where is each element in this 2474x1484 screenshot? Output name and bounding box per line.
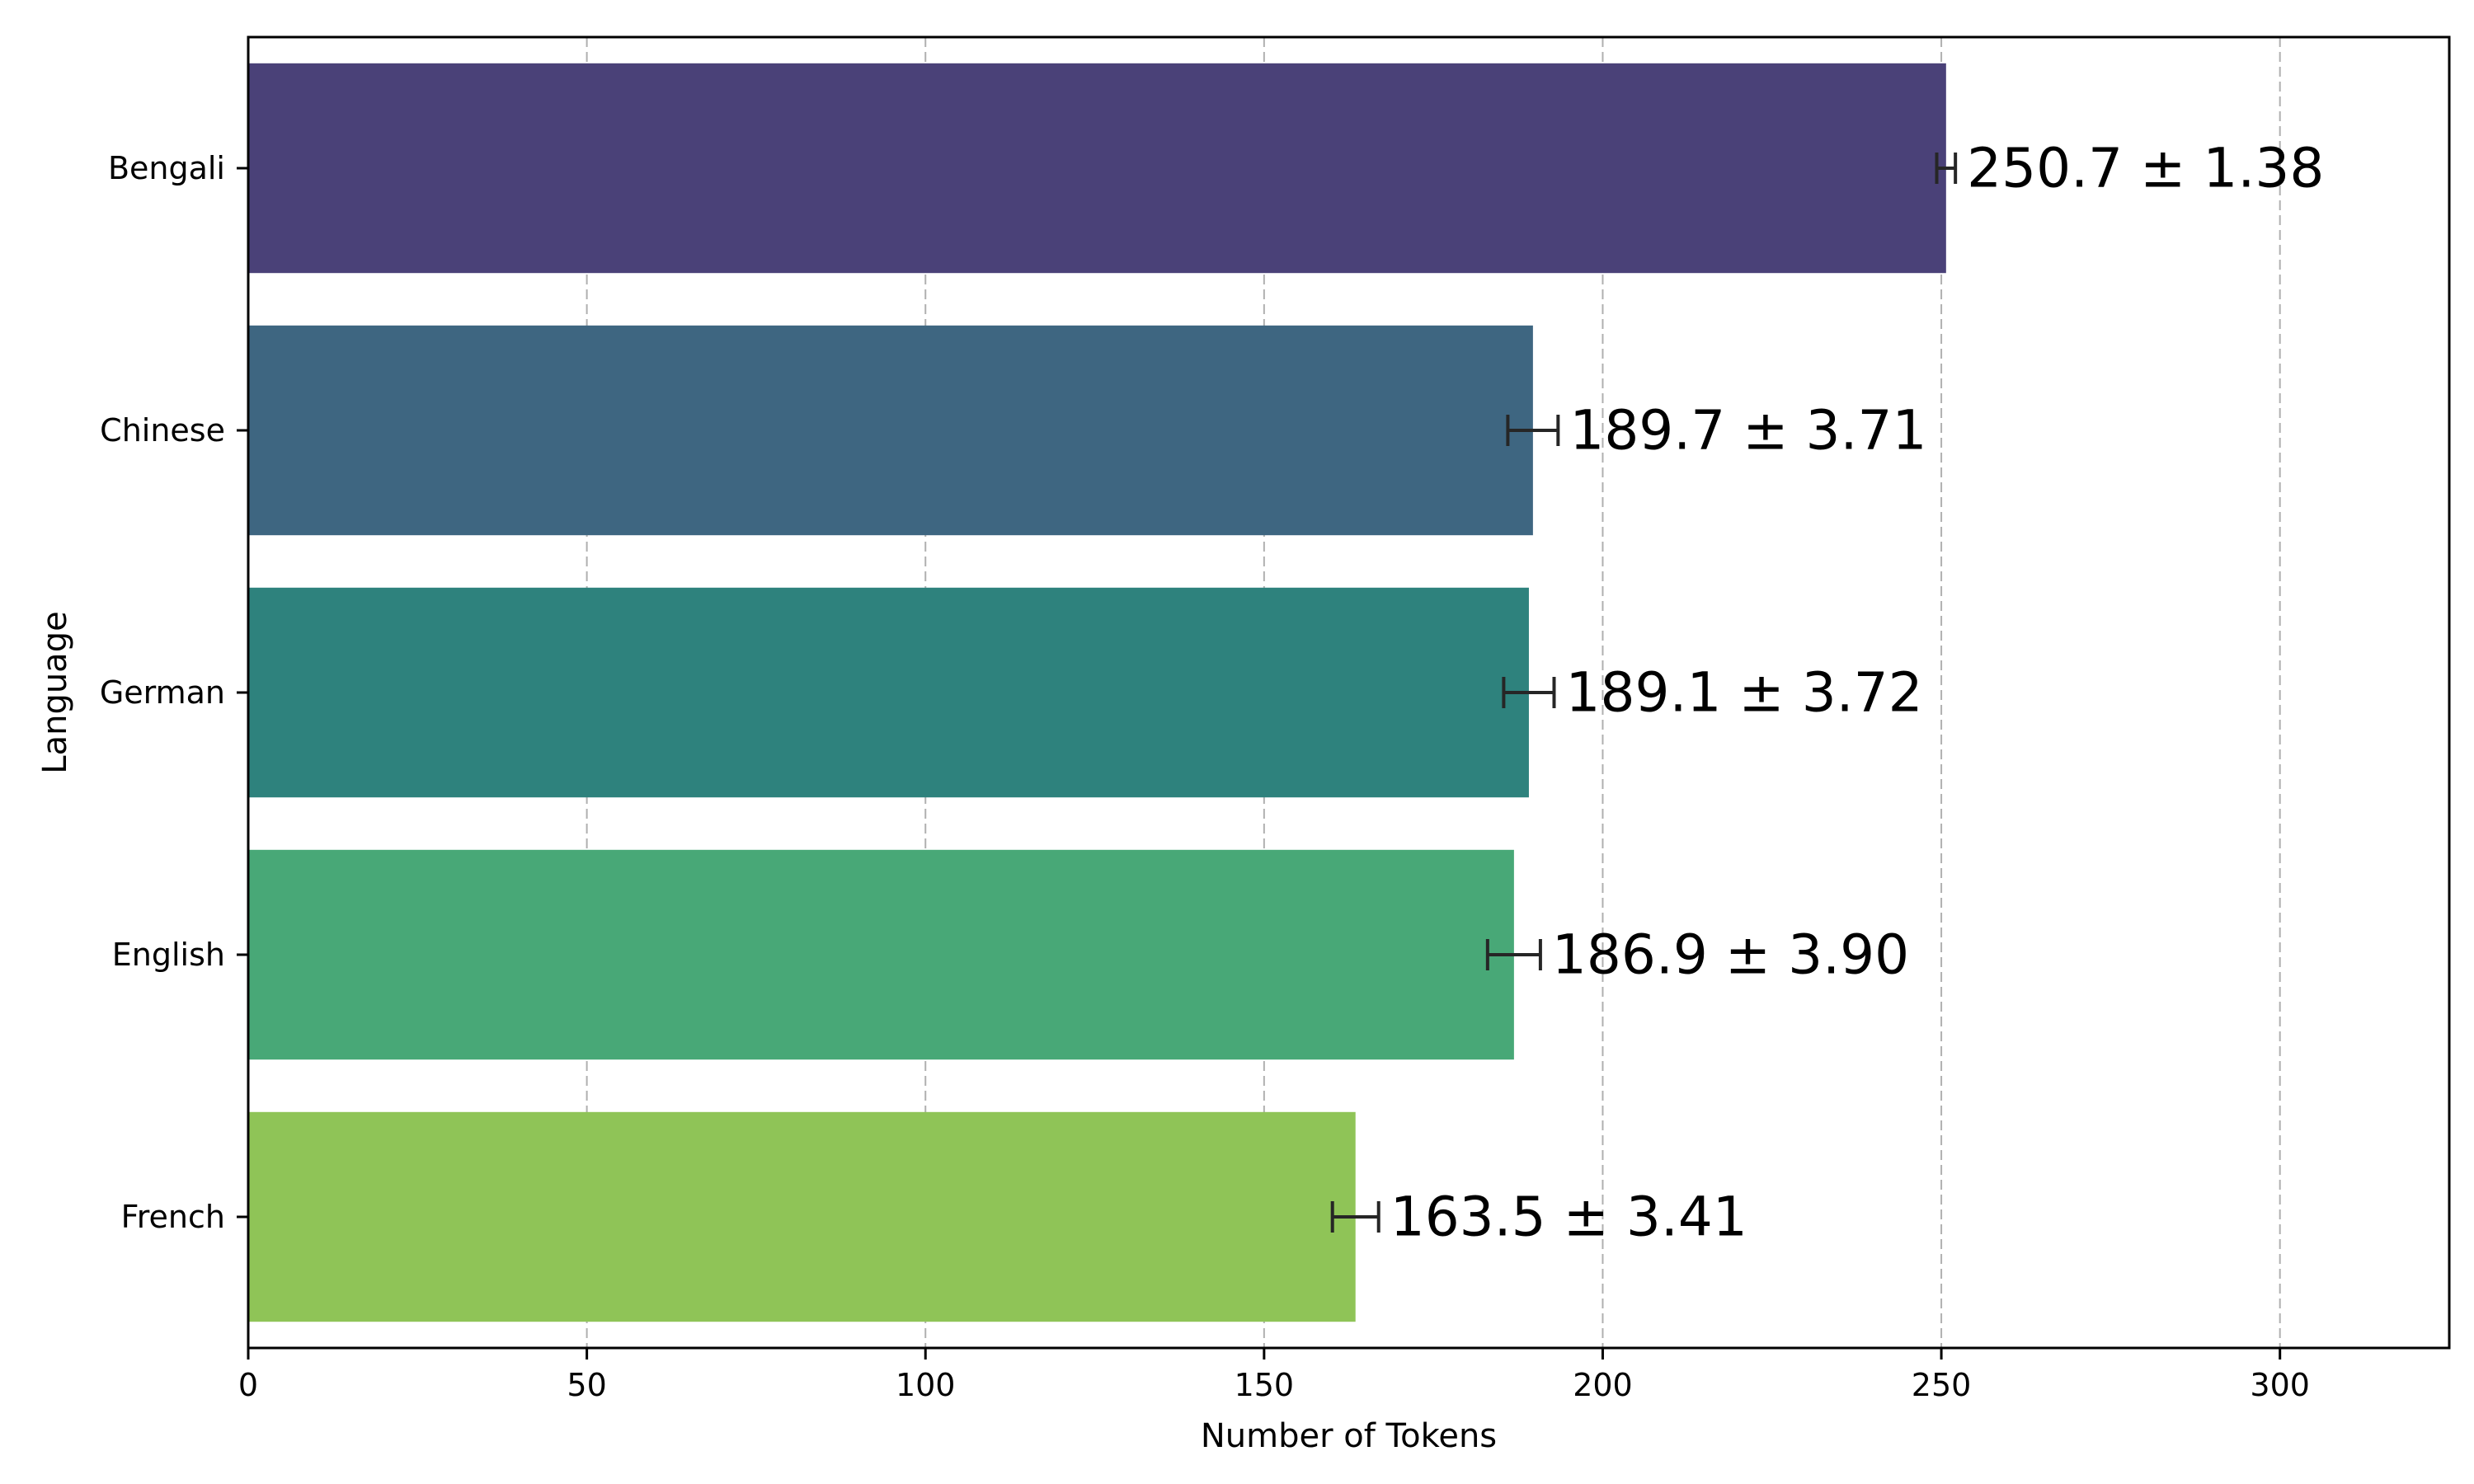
x-axis-ticks: 0 50 100 150 200 250 300 bbox=[238, 1348, 2310, 1403]
y-tick-label-french: French bbox=[121, 1199, 225, 1235]
x-tick-label: 0 bbox=[238, 1367, 258, 1403]
bar-english bbox=[248, 849, 1514, 1060]
y-axis-title: Language bbox=[36, 611, 74, 773]
error-bar-bengali bbox=[1935, 153, 1958, 184]
y-tick-label-chinese: Chinese bbox=[100, 412, 225, 448]
y-axis-ticks: Bengali Chinese German English French bbox=[100, 150, 248, 1235]
y-tick-label-english: English bbox=[112, 937, 225, 973]
error-bar-french bbox=[1330, 1201, 1380, 1233]
error-bar-german bbox=[1502, 677, 1556, 708]
bar-french bbox=[248, 1111, 1356, 1322]
x-tick-label: 200 bbox=[1573, 1367, 1633, 1403]
bar-chinese bbox=[248, 325, 1533, 536]
data-label-bengali: 250.7 ± 1.38 bbox=[1967, 137, 2324, 200]
x-tick-label: 100 bbox=[896, 1367, 956, 1403]
error-bar-english bbox=[1485, 939, 1542, 970]
y-tick-label-bengali: Bengali bbox=[108, 150, 225, 186]
x-tick-label: 50 bbox=[567, 1367, 606, 1403]
error-bars bbox=[1330, 153, 1958, 1233]
data-labels: 250.7 ± 1.38 189.7 ± 3.71 189.1 ± 3.72 186.… bbox=[1390, 137, 2325, 1249]
data-label-french: 163.5 ± 3.41 bbox=[1390, 1186, 1747, 1249]
error-bar-chinese bbox=[1506, 415, 1560, 446]
x-tick-label: 300 bbox=[2250, 1367, 2310, 1403]
bar-bengali bbox=[248, 63, 1946, 274]
data-label-english: 186.9 ± 3.90 bbox=[1552, 923, 1909, 987]
data-label-german: 189.1 ± 3.72 bbox=[1565, 661, 1922, 725]
bar-german bbox=[248, 587, 1529, 798]
x-tick-label: 150 bbox=[1235, 1367, 1295, 1403]
bars bbox=[248, 63, 1946, 1322]
data-label-chinese: 189.7 ± 3.71 bbox=[1569, 399, 1926, 463]
x-tick-label: 250 bbox=[1912, 1367, 1972, 1403]
y-tick-label-german: German bbox=[100, 674, 225, 711]
x-axis-title: Number of Tokens bbox=[1201, 1417, 1497, 1455]
